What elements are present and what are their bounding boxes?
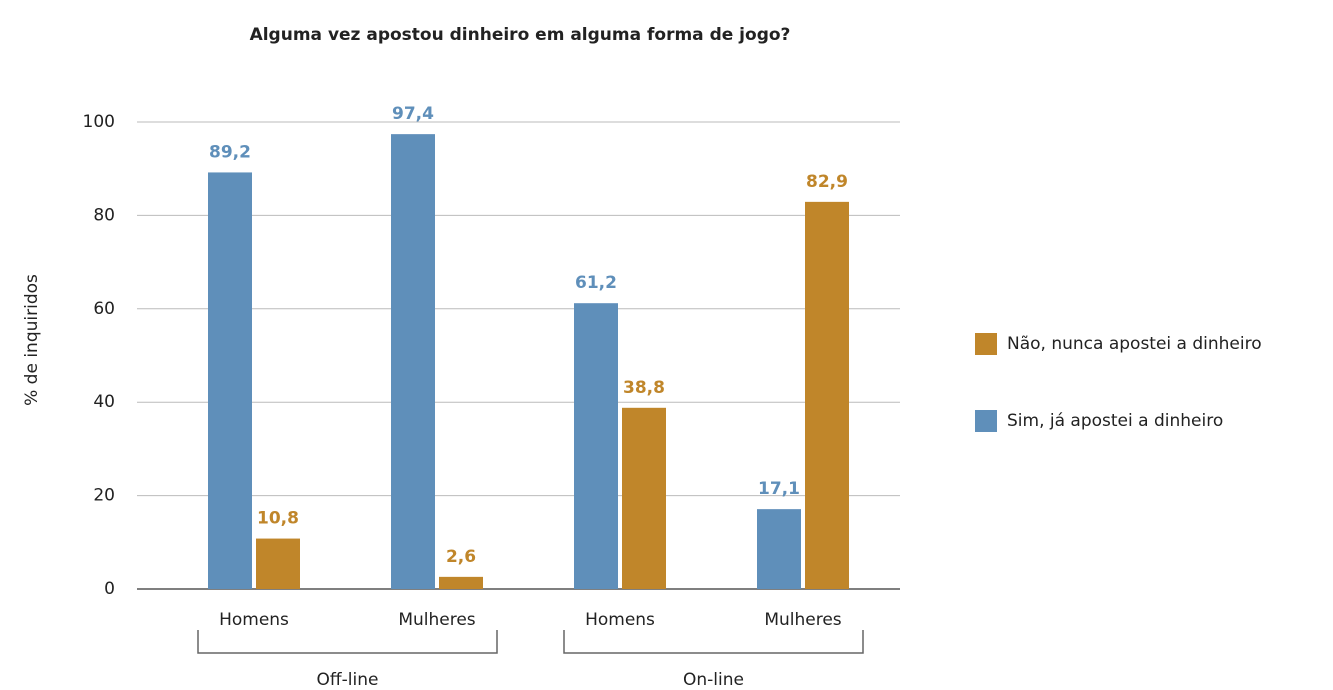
bar: [391, 134, 435, 589]
value-label: 61,2: [575, 273, 617, 293]
y-tick-label: 60: [93, 299, 115, 319]
chart-title: Alguma vez apostou dinheiro em alguma fo…: [250, 25, 791, 45]
x-tick-label: Mulheres: [764, 610, 841, 630]
value-label: 17,1: [758, 479, 800, 499]
group-label: On-line: [683, 670, 744, 690]
legend-swatch: [975, 333, 997, 355]
value-label: 10,8: [257, 509, 299, 529]
value-label: 89,2: [209, 142, 251, 162]
x-tick-label: Homens: [585, 610, 655, 630]
x-tick-label: Mulheres: [398, 610, 475, 630]
value-label: 82,9: [806, 172, 848, 192]
y-tick-label: 0: [104, 579, 115, 599]
bar: [757, 509, 801, 589]
bar: [256, 538, 300, 589]
group-bracket: [563, 630, 864, 654]
y-tick-label: 40: [93, 392, 115, 412]
x-tick-label: Homens: [219, 610, 289, 630]
bar: [574, 303, 618, 589]
y-tick-label: 80: [93, 205, 115, 225]
legend-label: Não, nunca apostei a dinheiro: [1007, 334, 1262, 354]
bar: [439, 576, 483, 589]
legend-swatch: [975, 410, 997, 432]
y-tick-label: 100: [83, 112, 115, 132]
bar: [805, 201, 849, 589]
bar: [622, 407, 666, 589]
y-tick-label: 20: [93, 486, 115, 506]
value-label: 38,8: [623, 378, 665, 398]
group-bracket: [197, 630, 498, 654]
legend-label: Sim, já apostei a dinheiro: [1007, 411, 1223, 431]
group-label: Off-line: [317, 670, 379, 690]
y-axis-label: % de inquiridos: [22, 274, 42, 406]
bar: [208, 172, 252, 589]
value-label: 97,4: [392, 104, 434, 124]
value-label: 2,6: [446, 547, 476, 567]
